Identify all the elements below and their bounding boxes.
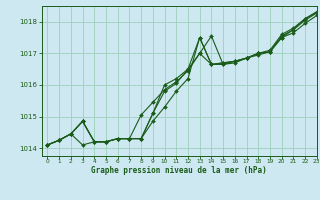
X-axis label: Graphe pression niveau de la mer (hPa): Graphe pression niveau de la mer (hPa) — [91, 166, 267, 175]
